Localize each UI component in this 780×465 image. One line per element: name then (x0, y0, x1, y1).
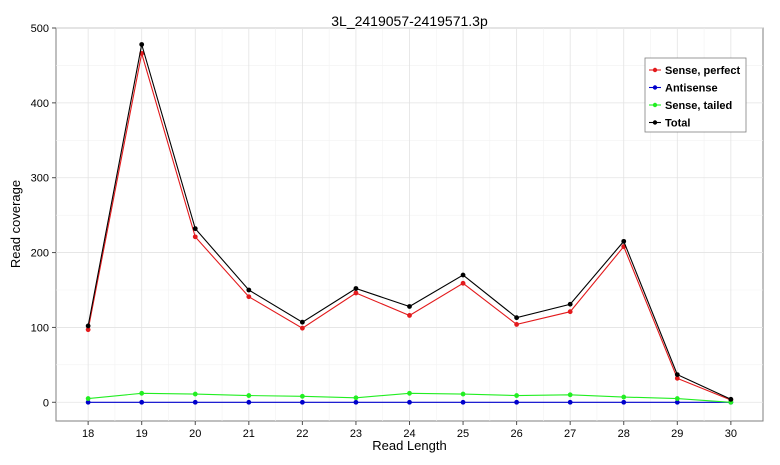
data-point (192, 399, 198, 405)
data-point (353, 395, 359, 401)
series-sense-tailed (85, 390, 734, 405)
data-point (514, 393, 520, 398)
data-point (192, 234, 198, 240)
x-tick-label: 20 (189, 428, 201, 440)
series-sense-perfect (85, 51, 734, 403)
data-point (246, 287, 252, 293)
data-point (85, 396, 91, 401)
data-point (514, 322, 520, 327)
data-point (353, 286, 359, 291)
data-point (353, 399, 359, 405)
data-point (674, 399, 680, 405)
y-tick-label: 0 (43, 397, 49, 409)
data-point (460, 280, 466, 286)
legend-key-point (652, 102, 658, 108)
x-tick-label: 18 (82, 428, 94, 440)
x-tick-label: 29 (671, 428, 683, 440)
data-point (567, 399, 573, 405)
legend-item: Total (649, 118, 690, 130)
x-tick-label: 26 (510, 428, 522, 440)
legend-item: Sense, perfect (649, 65, 741, 77)
data-point (460, 399, 466, 405)
data-point (514, 399, 520, 405)
legend-label: Antisense (665, 83, 718, 95)
data-point (567, 301, 573, 307)
data-point (514, 315, 520, 321)
data-point (460, 272, 466, 278)
data-point (299, 399, 305, 405)
y-tick-label: 500 (31, 23, 49, 35)
y-tick-label: 200 (31, 248, 49, 260)
x-tick-label: 22 (296, 428, 308, 440)
y-tick-label: 400 (31, 98, 49, 110)
data-point (674, 396, 680, 401)
x-tick-label: 19 (136, 428, 148, 440)
data-point (139, 399, 145, 405)
legend-key-point (652, 120, 658, 125)
data-point (139, 42, 145, 47)
chart-title: 3L_2419057-2419571.3p (331, 13, 488, 29)
x-tick-label: 28 (618, 428, 630, 440)
data-point (674, 375, 680, 381)
x-tick-label: 24 (403, 428, 415, 440)
data-point (621, 238, 627, 244)
legend-label: Total (665, 118, 690, 130)
data-point (299, 393, 305, 399)
data-point (621, 399, 627, 405)
data-point (85, 327, 91, 333)
legend-label: Sense, perfect (665, 65, 741, 77)
data-point (728, 396, 734, 402)
data-point (567, 392, 573, 398)
x-tick-label: 23 (350, 428, 362, 440)
data-point (674, 372, 680, 377)
data-point (460, 391, 466, 397)
data-point (407, 313, 412, 318)
data-point (299, 325, 305, 331)
data-point (567, 309, 573, 315)
data-point (299, 319, 305, 325)
x-tick-label: 25 (457, 428, 469, 440)
y-axis-ticks: 0 100 200 300 400 500 (31, 23, 56, 409)
y-axis-label: Read coverage (8, 180, 23, 268)
y-tick-label: 100 (31, 322, 49, 334)
y-tick-label: 300 (31, 173, 49, 185)
data-point (85, 399, 91, 405)
data-point (407, 304, 412, 309)
data-point (246, 399, 252, 405)
series-group (85, 42, 734, 405)
data-point (353, 290, 359, 296)
legend-item: Sense, tailed (649, 100, 732, 112)
data-point (192, 391, 198, 397)
data-point (407, 399, 412, 405)
legend: Sense, perfect Antisense Sense, tailed Tota… (644, 57, 747, 133)
legend-key-point (652, 67, 658, 73)
legend-key-point (652, 85, 658, 90)
data-point (85, 323, 91, 329)
x-axis-ticks: 18 19 20 21 22 23 24 25 26 27 28 29 30 (82, 421, 737, 440)
data-point (621, 394, 627, 400)
series-total (85, 42, 734, 402)
x-tick-label: 27 (564, 428, 576, 440)
data-point (407, 390, 412, 396)
x-axis-label: Read Length (372, 438, 446, 453)
legend-item: Antisense (649, 83, 718, 95)
legend-label: Sense, tailed (665, 100, 732, 112)
data-point (192, 226, 198, 232)
data-point (246, 294, 252, 300)
x-tick-label: 21 (243, 428, 255, 440)
data-point (139, 390, 145, 396)
data-point (246, 393, 252, 398)
legend-box (644, 57, 747, 133)
x-tick-label: 30 (725, 428, 737, 440)
